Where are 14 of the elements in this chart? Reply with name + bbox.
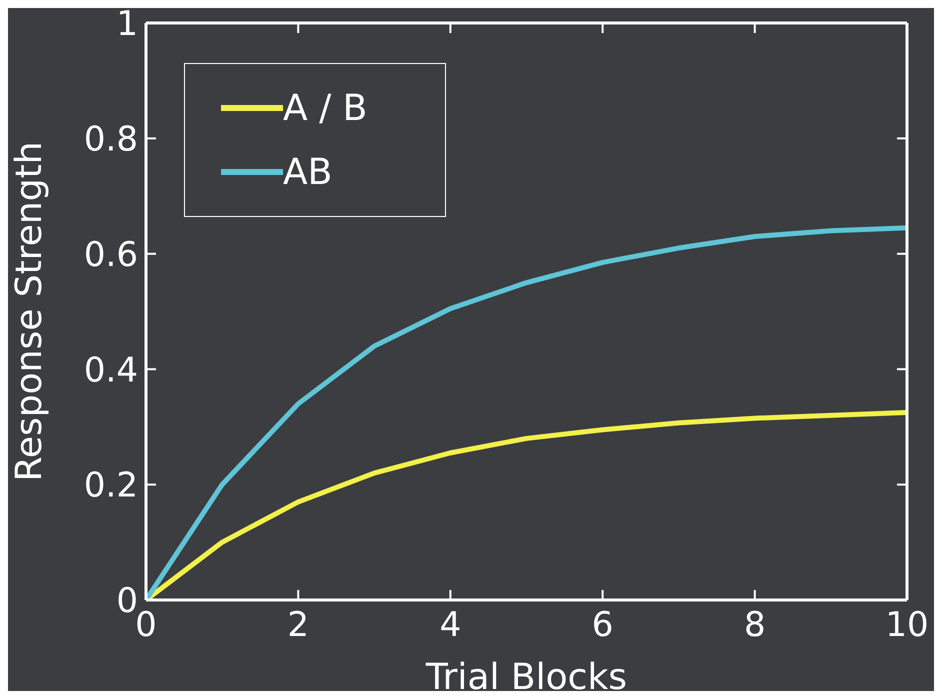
x-tick-label: 6 bbox=[592, 605, 614, 646]
y-tick-label: 1 bbox=[116, 4, 138, 44]
x-tick-label: 8 bbox=[744, 605, 766, 646]
y-axis-title: Response Strength bbox=[8, 141, 50, 482]
legend-label: A / B bbox=[283, 88, 368, 128]
y-tick-label: 0.2 bbox=[84, 466, 138, 506]
y-tick-label: 0.6 bbox=[84, 234, 138, 275]
y-tick-label: 0.4 bbox=[84, 350, 138, 390]
x-tick-label: 10 bbox=[885, 605, 929, 646]
legend-label: AB bbox=[283, 152, 332, 192]
x-tick-label: 2 bbox=[287, 605, 310, 646]
x-tick-label: 4 bbox=[440, 605, 462, 646]
x-axis-title: Trial Blocks bbox=[424, 657, 628, 698]
y-tick-label: 0.8 bbox=[84, 119, 138, 160]
